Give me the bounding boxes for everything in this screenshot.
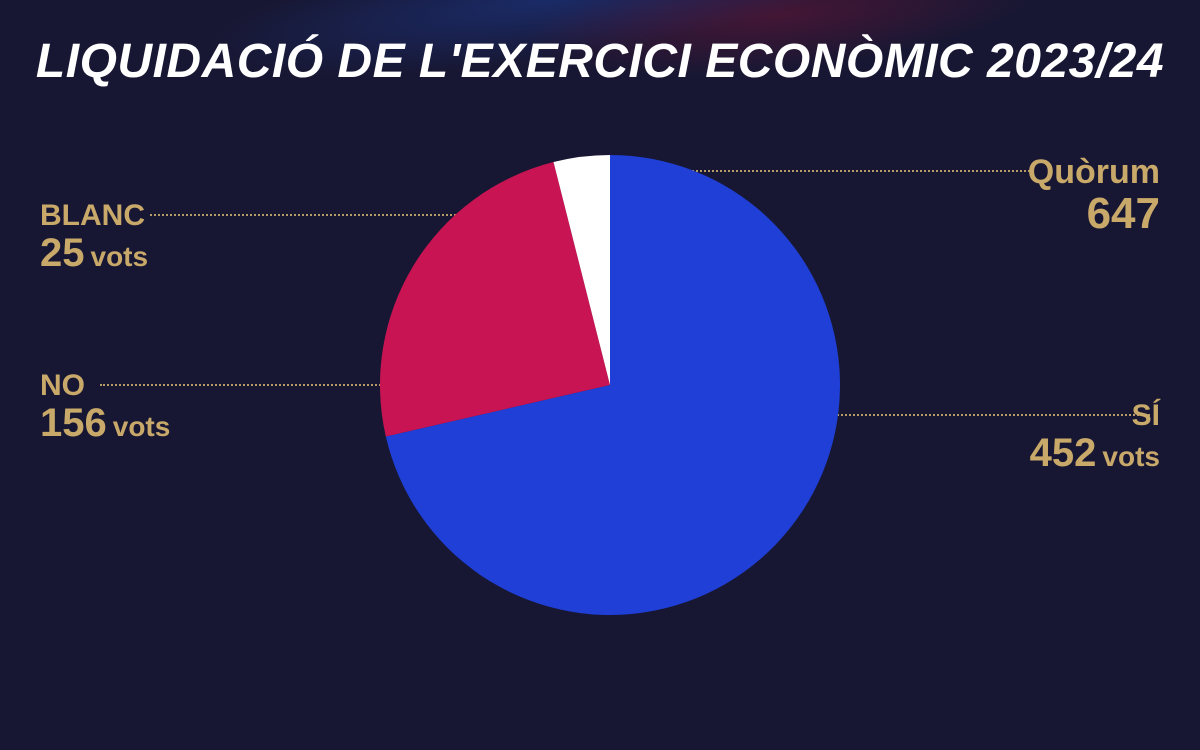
label-si-value: 452vots <box>1030 432 1160 474</box>
label-blanc-num: 25 <box>40 231 85 275</box>
pie-slices-group <box>380 155 840 615</box>
pie-svg <box>380 155 840 615</box>
label-blanc-name: BLANC <box>40 200 148 232</box>
label-blanc-value: 25vots <box>40 232 148 274</box>
label-si-unit: vots <box>1102 441 1160 472</box>
label-si-num: 452 <box>1030 431 1097 475</box>
pie-chart <box>380 155 840 615</box>
label-no-num: 156 <box>40 401 107 445</box>
page-title: LIQUIDACIÓ DE L'EXERCICI ECONÒMIC 2023/2… <box>0 34 1200 89</box>
label-no-value: 156vots <box>40 402 170 444</box>
label-quorum-value: 647 <box>1028 191 1160 237</box>
label-quorum: Quòrum 647 <box>1028 155 1160 237</box>
label-si: SÍ 452vots <box>1030 400 1160 474</box>
label-blanc: BLANC 25vots <box>40 200 148 274</box>
label-quorum-name: Quòrum <box>1028 155 1160 191</box>
label-no: NO 156vots <box>40 370 170 444</box>
label-no-unit: vots <box>113 411 171 442</box>
label-blanc-unit: vots <box>91 241 149 272</box>
label-quorum-num: 647 <box>1087 189 1160 238</box>
label-si-name: SÍ <box>1030 400 1160 432</box>
label-no-name: NO <box>40 370 170 402</box>
